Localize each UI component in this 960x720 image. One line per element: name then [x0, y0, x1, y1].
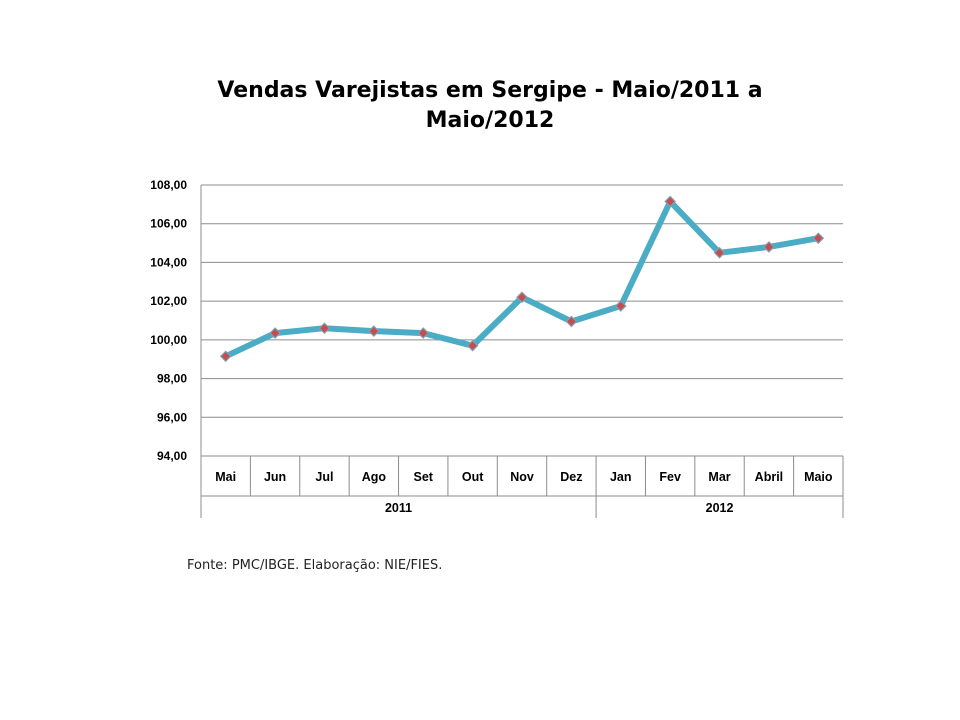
data-point-marker — [713, 246, 726, 259]
y-tick-label: 102,00 — [150, 294, 187, 308]
data-point-marker — [516, 291, 528, 304]
x-tick-label: Mar — [708, 470, 730, 484]
y-tick-label: 98,00 — [157, 372, 187, 386]
data-point-marker — [812, 232, 825, 245]
data-point-marker — [219, 350, 232, 363]
x-tick-label: Maio — [804, 470, 833, 484]
x-tick-label: Ago — [362, 470, 387, 484]
y-tick-label: 100,00 — [150, 333, 187, 347]
data-point-marker — [664, 195, 677, 208]
data-point-marker — [466, 339, 479, 352]
data-markers — [219, 195, 825, 363]
data-point-marker — [565, 315, 578, 328]
x-axis: Mai Jun Jul Ago Set Out Nov Dez Jan Fev Mar Abril Ma… — [200, 185, 844, 518]
x-tick-label: Jan — [610, 470, 632, 484]
data-point-marker — [763, 241, 775, 253]
y-tick-label: 96,00 — [157, 410, 187, 424]
chart-title-line-2: Maio/2012 — [425, 108, 555, 133]
x-tick-label: Mai — [215, 470, 236, 484]
y-tick-label: 104,00 — [150, 255, 187, 269]
data-point-marker — [269, 327, 281, 339]
y-axis: 94,00 96,00 98,00 100,00 102,00 104,00 106,00 1… — [150, 178, 187, 463]
x-tick-label: Jul — [315, 470, 333, 484]
gridlines — [201, 184, 843, 457]
data-point-marker — [318, 322, 331, 335]
x-tick-label: Nov — [510, 470, 534, 484]
data-point-marker — [417, 327, 430, 339]
y-tick-label: 106,00 — [150, 217, 187, 231]
data-point-marker — [367, 325, 380, 337]
x-tick-label: Set — [414, 470, 434, 484]
group-label: 2012 — [706, 501, 734, 515]
x-tick-label: Fev — [659, 470, 681, 484]
x-tick-label: Abril — [755, 470, 783, 484]
source-note: Fonte: PMC/IBGE. Elaboração: NIE/FIES. — [187, 558, 443, 573]
x-tick-label: Dez — [560, 470, 582, 484]
x-tick-label: Jun — [264, 470, 286, 484]
data-point-marker — [614, 300, 627, 312]
y-tick-label: 94,00 — [157, 449, 187, 463]
x-tick-label: Out — [462, 470, 484, 484]
series-line — [222, 198, 822, 360]
group-label: 2011 — [385, 501, 412, 515]
chart-title-line-1: Vendas Varejistas em Sergipe - Maio/2011… — [217, 78, 763, 103]
y-tick-label: 108,00 — [150, 178, 187, 192]
series-polyline — [222, 198, 822, 360]
chart-title: Vendas Varejistas em Sergipe - Maio/2011… — [200, 76, 780, 136]
